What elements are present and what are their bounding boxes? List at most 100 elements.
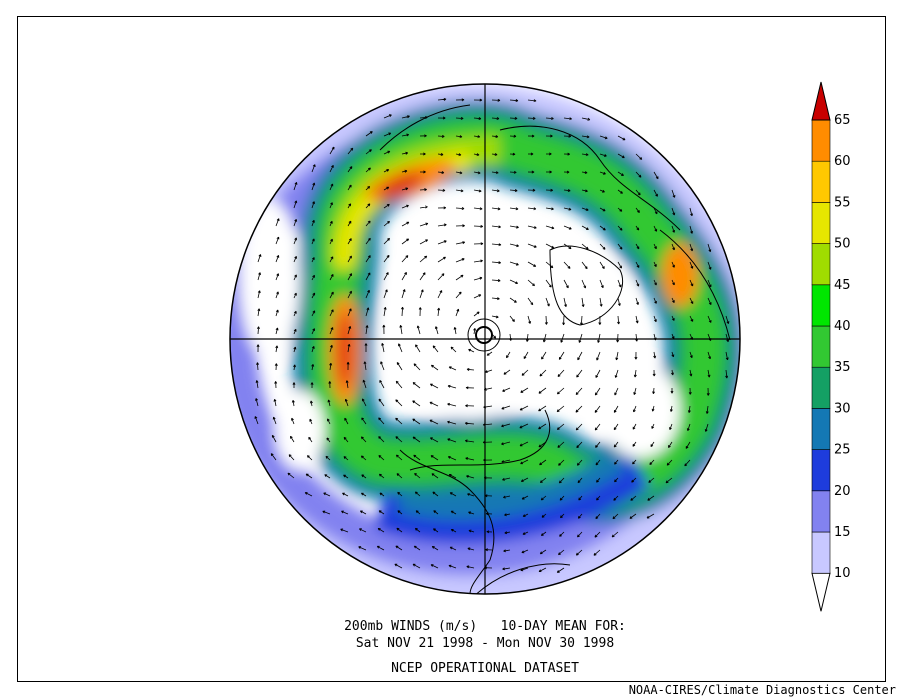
wind-vector-arrow bbox=[599, 297, 603, 307]
wind-vector-arrow bbox=[502, 477, 511, 481]
wind-vector-arrow bbox=[396, 362, 403, 371]
wind-vector-arrow bbox=[447, 384, 457, 389]
wind-vector-arrow bbox=[540, 495, 547, 501]
wind-vector-arrow bbox=[541, 513, 547, 518]
wind-vector-arrow bbox=[293, 310, 297, 317]
wind-vector-arrow bbox=[581, 279, 587, 289]
dataset-label: NCEP OPERATIONAL DATASET bbox=[391, 661, 579, 676]
wind-vector-arrow bbox=[653, 189, 658, 197]
wind-vector-arrow bbox=[383, 220, 390, 227]
wind-vector-arrow bbox=[576, 459, 583, 466]
wind-vector-arrow bbox=[473, 276, 483, 281]
wind-vector-arrow bbox=[671, 297, 675, 304]
wind-vector-arrow bbox=[401, 169, 408, 173]
wind-vector-arrow bbox=[329, 362, 333, 371]
wind-vector-arrow bbox=[527, 225, 537, 229]
wind-vector-arrow bbox=[437, 256, 446, 263]
wind-vector-arrow bbox=[491, 171, 499, 175]
wind-vector-arrow bbox=[653, 297, 657, 304]
wind-vector-arrow bbox=[491, 152, 498, 156]
wind-vector-arrow bbox=[455, 308, 460, 317]
wind-vector-arrow bbox=[527, 170, 535, 174]
wind-vector-arrow bbox=[527, 134, 535, 138]
wind-vector-arrow bbox=[473, 171, 481, 175]
wind-vector-arrow bbox=[291, 417, 295, 425]
wind-vector-arrow bbox=[308, 436, 313, 443]
wind-vector-arrow bbox=[671, 189, 676, 198]
wind-vector-arrow bbox=[578, 333, 583, 343]
wind-vector-arrow bbox=[630, 495, 637, 501]
wind-vector-arrow bbox=[527, 116, 536, 120]
wind-vector-arrow bbox=[293, 274, 297, 281]
colorbar-tick-label: 25 bbox=[834, 443, 851, 458]
wind-vector-arrow bbox=[707, 351, 711, 360]
wind-vector-arrow bbox=[520, 387, 529, 393]
colorbar-segment bbox=[811, 490, 831, 533]
wind-vector-arrow bbox=[539, 369, 547, 377]
wind-vector-arrow bbox=[563, 297, 567, 308]
wind-vector-arrow bbox=[455, 241, 466, 245]
wind-vector-arrow bbox=[556, 567, 565, 573]
wind-vector-arrow bbox=[563, 152, 570, 156]
wind-vector-arrow bbox=[431, 546, 439, 551]
wind-vector-arrow bbox=[468, 348, 475, 353]
wind-vector-arrow bbox=[504, 531, 511, 535]
wind-vector-arrow bbox=[413, 454, 421, 461]
wind-vector-arrow bbox=[613, 405, 619, 413]
wind-vector-arrow bbox=[563, 279, 569, 289]
wind-vector-arrow bbox=[465, 386, 475, 390]
wind-vector-arrow bbox=[706, 387, 710, 396]
wind-vector-arrow bbox=[437, 223, 447, 227]
wind-vector-arrow bbox=[635, 225, 640, 231]
wind-vector-arrow bbox=[311, 182, 316, 191]
wind-vector-arrow bbox=[558, 549, 565, 556]
wind-vector-arrow bbox=[671, 243, 675, 251]
wind-vector-arrow bbox=[311, 219, 315, 227]
wind-vector-arrow bbox=[343, 474, 349, 479]
wind-vector-arrow bbox=[491, 98, 501, 102]
wind-vector-arrow bbox=[293, 292, 297, 299]
wind-vector-arrow bbox=[275, 327, 279, 335]
wind-vector-arrow bbox=[275, 309, 279, 317]
wind-vector-arrow bbox=[689, 207, 693, 217]
wind-vector-arrow bbox=[707, 297, 712, 306]
wind-vector-arrow bbox=[563, 134, 572, 138]
wind-vector-arrow bbox=[395, 380, 403, 389]
colorbar-tick-label: 20 bbox=[834, 484, 851, 499]
wind-vector-arrow bbox=[455, 224, 465, 228]
wind-vector-arrow bbox=[257, 254, 262, 263]
wind-vector-arrow bbox=[491, 315, 499, 319]
wind-vector-arrow bbox=[346, 361, 350, 371]
wind-vector-arrow bbox=[412, 436, 421, 443]
wind-vector-arrow bbox=[647, 495, 655, 501]
wind-vector-arrow bbox=[311, 364, 315, 371]
wind-vector-arrow bbox=[502, 567, 511, 571]
colorbar-tick-label: 50 bbox=[834, 237, 851, 252]
wind-vector-arrow bbox=[464, 421, 475, 425]
wind-vector-arrow bbox=[634, 351, 638, 360]
wind-vector-arrow bbox=[684, 459, 691, 467]
wind-vector-arrow bbox=[473, 328, 477, 335]
wind-vector-arrow bbox=[707, 369, 711, 378]
wind-vector-arrow bbox=[557, 441, 565, 448]
wind-vector-arrow bbox=[563, 188, 571, 192]
wind-vector-arrow bbox=[581, 189, 588, 193]
wind-vector-arrow bbox=[491, 207, 501, 211]
wind-vector-arrow bbox=[650, 441, 655, 448]
wind-vector-arrow bbox=[275, 291, 279, 299]
wind-vector-arrow bbox=[545, 207, 554, 211]
wind-vector-arrow bbox=[545, 188, 554, 192]
colorbar-segment bbox=[811, 449, 831, 492]
wind-vector-arrow bbox=[576, 441, 583, 449]
wind-vector-arrow bbox=[311, 310, 316, 317]
wind-vector-arrow bbox=[455, 98, 465, 102]
wind-vector-arrow bbox=[520, 459, 529, 465]
colorbar-tick-label: 65 bbox=[834, 113, 851, 128]
wind-vector-arrow bbox=[599, 243, 606, 250]
wind-vector-arrow bbox=[360, 455, 367, 461]
wind-vector-arrow bbox=[509, 261, 519, 266]
wind-vector-arrow bbox=[455, 116, 464, 120]
wind-vector-arrow bbox=[473, 259, 483, 263]
wind-vector-arrow bbox=[688, 387, 692, 395]
caption-line-2: Sat NOV 21 1998 - Mon NOV 30 1998 bbox=[355, 636, 615, 651]
